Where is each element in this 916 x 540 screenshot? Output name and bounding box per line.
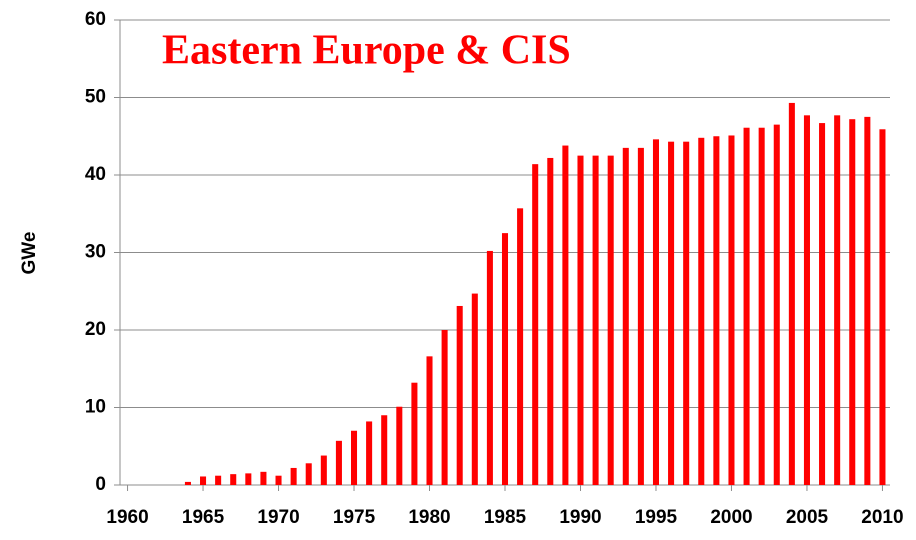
bar (803, 115, 810, 485)
bar (879, 129, 886, 485)
bar (637, 147, 644, 485)
y-axis-label: GWe (19, 232, 40, 275)
bar (215, 475, 222, 485)
chart-title: Eastern Europe & CIS (162, 28, 571, 74)
bar (290, 467, 297, 485)
bar (230, 474, 237, 485)
x-tick-label: 2010 (861, 507, 903, 528)
bar (592, 155, 599, 485)
bar (351, 430, 358, 485)
bar (381, 415, 388, 485)
bar (200, 476, 207, 485)
bar (320, 455, 327, 485)
bar (788, 102, 795, 486)
x-tick-label: 1995 (635, 507, 678, 528)
bar (501, 233, 509, 485)
bar (622, 147, 629, 485)
bar (743, 127, 750, 485)
bar (426, 356, 433, 485)
bar (849, 119, 856, 485)
bar (184, 481, 191, 485)
y-tick-label: 50 (85, 87, 106, 108)
bar (275, 475, 282, 485)
bar (547, 157, 554, 485)
bar (668, 141, 675, 486)
bar (607, 155, 614, 485)
bar (411, 382, 418, 485)
bar (728, 135, 735, 485)
bar (245, 473, 252, 485)
bar (864, 116, 871, 485)
bar (517, 208, 524, 485)
bar (471, 293, 478, 485)
bar (819, 123, 826, 485)
y-tick-label: 40 (85, 164, 106, 185)
bar (773, 124, 780, 485)
x-tick-label: 1975 (333, 507, 376, 528)
x-tick-label: 1985 (484, 507, 527, 528)
x-tick-label: 1990 (559, 507, 601, 528)
bar (713, 136, 720, 485)
bar (486, 250, 493, 485)
x-tick-label: 1965 (182, 507, 225, 528)
bar (260, 471, 267, 485)
x-tick-label: 1980 (408, 507, 450, 528)
bar (698, 137, 705, 486)
bar (396, 406, 403, 485)
bar (758, 127, 765, 485)
bar (562, 145, 569, 486)
y-tick-label: 10 (85, 397, 106, 418)
y-tick-label: 0 (95, 474, 106, 495)
y-tick-label: 60 (85, 9, 106, 30)
bar (456, 305, 463, 485)
x-tick-label: 1960 (106, 507, 148, 528)
bar (366, 421, 373, 485)
bar (834, 115, 841, 485)
bar (532, 164, 539, 485)
x-tick-label: 2005 (786, 507, 829, 528)
x-tick-label: 1970 (257, 507, 299, 528)
bar (683, 141, 690, 486)
y-tick-label: 20 (85, 319, 106, 340)
bar (335, 440, 342, 485)
x-tick-label: 2000 (710, 507, 752, 528)
bar (577, 155, 584, 485)
bar (652, 139, 659, 485)
bar (441, 330, 448, 485)
y-tick-label: 30 (85, 242, 106, 263)
bar (305, 463, 312, 485)
